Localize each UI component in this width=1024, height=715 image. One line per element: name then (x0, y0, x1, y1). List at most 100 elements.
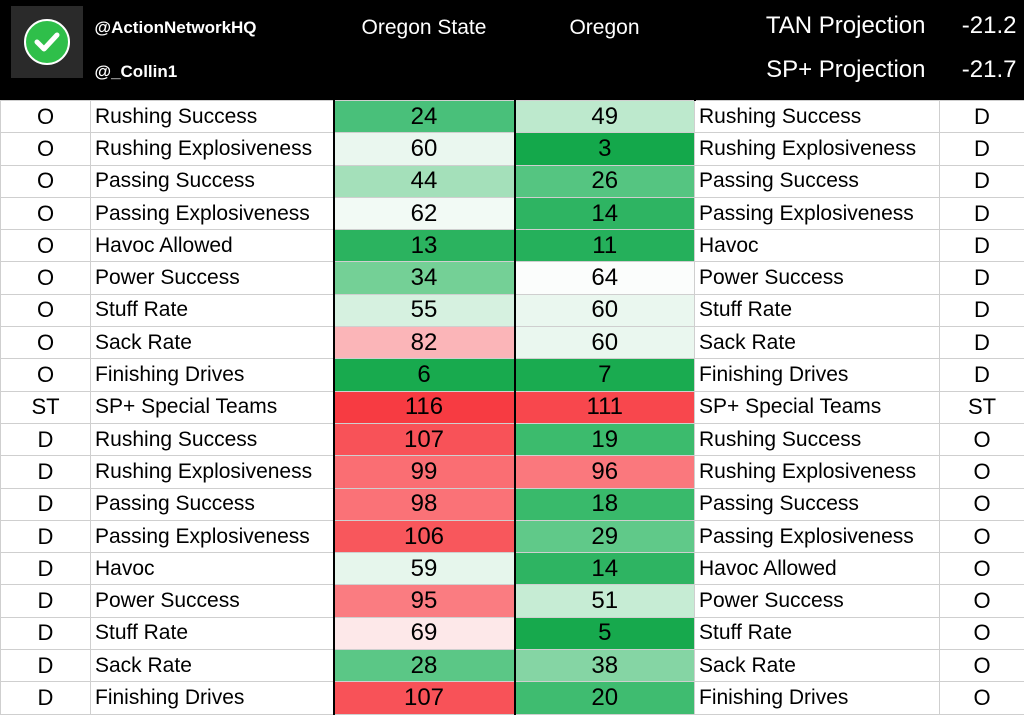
left-stat-label: Finishing Drives (91, 359, 334, 391)
right-stat-label: Finishing Drives (695, 359, 940, 391)
left-stat-label: Finishing Drives (91, 682, 334, 714)
right-unit: D (940, 101, 1024, 133)
right-stat-label: Power Success (695, 585, 940, 617)
right-stat-label: Passing Explosiveness (695, 197, 940, 229)
left-rank: 59 (334, 553, 515, 585)
logo-cell (1, 0, 91, 101)
sp-projection-label: SP+ Projection (766, 56, 939, 84)
left-unit: O (1, 165, 91, 197)
left-stat-label: SP+ Special Teams (91, 391, 334, 423)
action-network-logo (11, 6, 83, 78)
right-unit: O (940, 682, 1024, 714)
left-rank: 55 (334, 294, 515, 326)
left-rank: 107 (334, 682, 515, 714)
right-rank: 14 (515, 553, 695, 585)
right-rank: 7 (515, 359, 695, 391)
right-unit: O (940, 488, 1024, 520)
left-unit: D (1, 520, 91, 552)
right-unit: D (940, 197, 1024, 229)
right-stat-label: Rushing Explosiveness (695, 133, 940, 165)
left-unit: D (1, 423, 91, 455)
left-rank: 116 (334, 391, 515, 423)
left-stat-label: Stuff Rate (91, 617, 334, 649)
left-stat-label: Havoc Allowed (91, 230, 334, 262)
sp-projection-value: -21.7 (962, 56, 1017, 84)
right-rank: 20 (515, 682, 695, 714)
right-rank: 60 (515, 327, 695, 359)
left-rank: 98 (334, 488, 515, 520)
right-unit: D (940, 230, 1024, 262)
left-stat-label: Rushing Explosiveness (91, 133, 334, 165)
right-rank: 3 (515, 133, 695, 165)
left-rank: 28 (334, 650, 515, 682)
right-unit: O (940, 585, 1024, 617)
team-right-header: Oregon (515, 0, 695, 101)
right-unit: O (940, 423, 1024, 455)
right-stat-label: Havoc (695, 230, 940, 262)
left-stat-label: Passing Success (91, 488, 334, 520)
checkmark-icon (24, 19, 70, 65)
left-unit: D (1, 585, 91, 617)
right-unit: O (940, 456, 1024, 488)
right-rank: 51 (515, 585, 695, 617)
right-rank: 60 (515, 294, 695, 326)
left-rank: 95 (334, 585, 515, 617)
right-rank: 29 (515, 520, 695, 552)
left-unit: O (1, 230, 91, 262)
right-stat-label: Havoc Allowed (695, 553, 940, 585)
right-unit: D (940, 165, 1024, 197)
left-rank: 44 (334, 165, 515, 197)
left-stat-label: Stuff Rate (91, 294, 334, 326)
left-unit: D (1, 553, 91, 585)
right-unit: O (940, 650, 1024, 682)
right-unit: D (940, 327, 1024, 359)
right-rank: 5 (515, 617, 695, 649)
right-unit: O (940, 553, 1024, 585)
left-unit: O (1, 327, 91, 359)
left-stat-label: Passing Explosiveness (91, 197, 334, 229)
tan-projection-value: -21.2 (962, 12, 1017, 40)
right-stat-label: Sack Rate (695, 650, 940, 682)
right-rank: 49 (515, 101, 695, 133)
left-stat-label: Havoc (91, 553, 334, 585)
left-unit: O (1, 133, 91, 165)
right-stat-label: SP+ Special Teams (695, 391, 940, 423)
right-stat-label: Stuff Rate (695, 294, 940, 326)
left-rank: 62 (334, 197, 515, 229)
left-stat-label: Power Success (91, 262, 334, 294)
right-stat-label: Passing Success (695, 165, 940, 197)
right-rank: 38 (515, 650, 695, 682)
left-rank: 24 (334, 101, 515, 133)
right-rank: 14 (515, 197, 695, 229)
left-unit: ST (1, 391, 91, 423)
right-unit: D (940, 359, 1024, 391)
left-unit: D (1, 617, 91, 649)
left-unit: D (1, 456, 91, 488)
right-stat-label: Sack Rate (695, 327, 940, 359)
right-stat-label: Rushing Success (695, 101, 940, 133)
right-unit: O (940, 617, 1024, 649)
left-rank: 6 (334, 359, 515, 391)
left-stat-label: Passing Explosiveness (91, 520, 334, 552)
left-unit: O (1, 262, 91, 294)
right-stat-label: Passing Explosiveness (695, 520, 940, 552)
left-unit: O (1, 197, 91, 229)
left-stat-label: Passing Success (91, 165, 334, 197)
projection-values-cell: -21.2 -21.7 (940, 0, 1024, 101)
left-stat-label: Sack Rate (91, 327, 334, 359)
left-rank: 99 (334, 456, 515, 488)
handle-primary: @ActionNetworkHQ (95, 18, 257, 38)
right-unit: O (940, 520, 1024, 552)
